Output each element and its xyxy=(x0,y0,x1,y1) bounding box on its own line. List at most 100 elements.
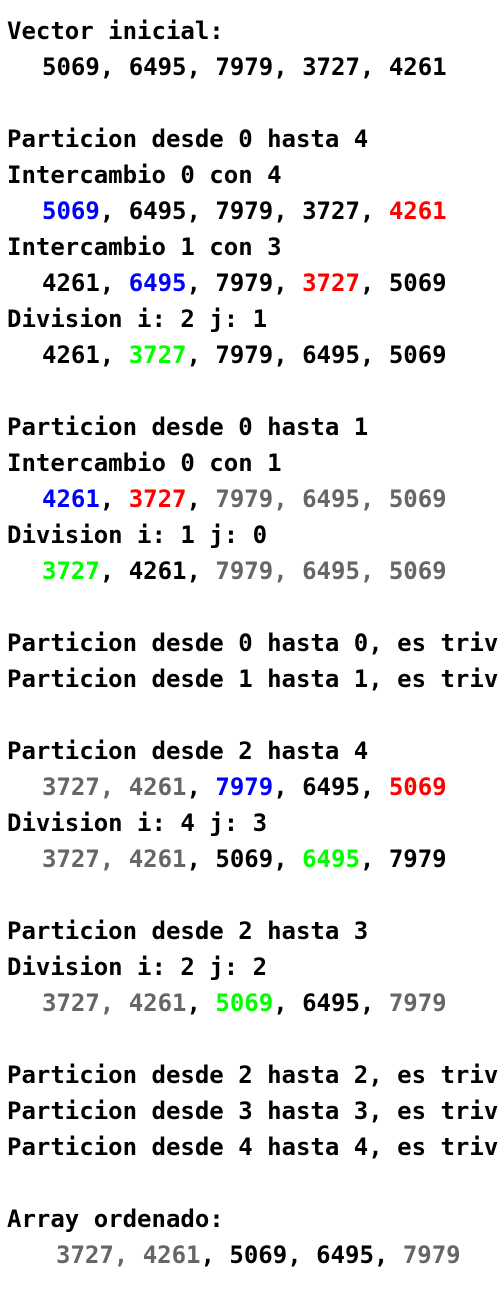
array-value: 7979 xyxy=(215,485,274,513)
console-line: Intercambio 0 con 1 xyxy=(7,449,282,477)
array-separator: , xyxy=(273,197,303,225)
array-value: 3727 xyxy=(128,341,187,369)
console-line: Particion desde 1 hasta 1, es trivial xyxy=(7,665,499,693)
array-value: 5069 xyxy=(388,341,447,369)
array-value: 7979 xyxy=(215,53,274,81)
console-line: Particion desde 3 hasta 3, es trivial xyxy=(7,1097,499,1125)
array-value: 7979 xyxy=(215,269,274,297)
array-separator: , xyxy=(200,1241,230,1269)
array-value: 6495 xyxy=(128,197,187,225)
array-line: 4261, 3727, 7979, 6495, 5069 xyxy=(42,481,447,517)
array-value: 4261 xyxy=(388,197,447,225)
array-value: 6495 xyxy=(302,341,360,369)
array-value: 3727 xyxy=(302,53,360,81)
array-value: 6495 xyxy=(128,53,187,81)
console-line: Array ordenado: xyxy=(7,1205,224,1233)
array-value: 5069 xyxy=(388,773,447,801)
array-value: 4261 xyxy=(128,557,187,585)
array-separator: , xyxy=(186,485,216,513)
array-value: 4261 xyxy=(128,845,187,873)
array-separator: , xyxy=(273,989,303,1017)
console-line: Division i: 1 j: 0 xyxy=(7,521,268,549)
array-value: 3727 xyxy=(302,269,360,297)
array-separator: , xyxy=(186,269,216,297)
array-value: 7979 xyxy=(402,1241,461,1269)
console-line: Division i: 2 j: 2 xyxy=(7,953,268,981)
array-separator: , xyxy=(99,485,129,513)
array-separator: , xyxy=(273,341,303,369)
array-separator: , xyxy=(273,557,303,585)
array-line: 3727, 4261, 7979, 6495, 5069 xyxy=(42,769,447,805)
array-value: 3727 xyxy=(56,1241,114,1269)
array-separator: , xyxy=(273,845,303,873)
array-value: 3727 xyxy=(128,485,187,513)
array-separator: , xyxy=(359,197,389,225)
console-line: Particion desde 0 hasta 0, es trivial xyxy=(7,629,499,657)
array-separator: , xyxy=(359,485,389,513)
array-value: 7979 xyxy=(215,557,274,585)
console-line: Division i: 4 j: 3 xyxy=(7,809,268,837)
array-separator: , xyxy=(359,53,389,81)
array-separator: , xyxy=(186,53,216,81)
array-value: 4261 xyxy=(128,989,187,1017)
array-separator: , xyxy=(359,269,389,297)
console-line: Vector inicial: xyxy=(7,17,224,45)
array-value: 5069 xyxy=(215,845,274,873)
console-line: Particion desde 4 hasta 4, es trivial xyxy=(7,1133,499,1161)
array-value: 5069 xyxy=(42,197,100,225)
array-separator: , xyxy=(99,53,129,81)
array-value: 6495 xyxy=(316,1241,374,1269)
array-value: 6495 xyxy=(302,845,360,873)
array-line: 3727, 4261, 5069, 6495, 7979 xyxy=(42,841,447,877)
array-value: 7979 xyxy=(388,989,447,1017)
console-line: Intercambio 0 con 4 xyxy=(7,161,282,189)
console-line: Intercambio 1 con 3 xyxy=(7,233,282,261)
array-separator: , xyxy=(273,53,303,81)
array-value: 6495 xyxy=(302,989,360,1017)
array-separator: , xyxy=(186,773,216,801)
array-value: 4261 xyxy=(388,53,447,81)
array-separator: , xyxy=(99,557,129,585)
array-separator: , xyxy=(287,1241,317,1269)
array-separator: , xyxy=(186,557,216,585)
array-value: 3727 xyxy=(42,845,100,873)
array-separator: , xyxy=(99,341,129,369)
array-line: 3727, 4261, 5069, 6495, 7979 xyxy=(42,985,447,1021)
array-line: 5069, 6495, 7979, 3727, 4261 xyxy=(42,49,447,85)
console-line: Particion desde 2 hasta 4 xyxy=(7,737,369,765)
array-separator: , xyxy=(99,197,129,225)
array-value: 4261 xyxy=(42,269,100,297)
array-separator: , xyxy=(99,989,129,1017)
array-value: 6495 xyxy=(302,773,360,801)
array-separator: , xyxy=(99,773,129,801)
array-separator: , xyxy=(186,197,216,225)
array-value: 7979 xyxy=(215,773,274,801)
array-line: 4261, 6495, 7979, 3727, 5069 xyxy=(42,265,447,301)
array-separator: , xyxy=(359,341,389,369)
console-line: Particion desde 0 hasta 4 xyxy=(7,125,369,153)
array-separator: , xyxy=(273,773,303,801)
array-value: 7979 xyxy=(215,197,274,225)
array-separator: , xyxy=(186,989,216,1017)
console-line: Particion desde 2 hasta 2, es trivial xyxy=(7,1061,499,1089)
array-separator: , xyxy=(273,485,303,513)
array-value: 7979 xyxy=(388,845,447,873)
array-separator: , xyxy=(373,1241,403,1269)
array-value: 6495 xyxy=(128,269,187,297)
array-separator: , xyxy=(359,989,389,1017)
array-value: 5069 xyxy=(388,557,447,585)
array-line: 3727, 4261, 5069, 6495, 7979 xyxy=(56,1237,461,1273)
array-value: 3727 xyxy=(42,557,100,585)
array-separator: , xyxy=(99,845,129,873)
array-separator: , xyxy=(359,845,389,873)
array-value: 7979 xyxy=(215,341,274,369)
array-value: 3727 xyxy=(42,989,100,1017)
array-separator: , xyxy=(186,845,216,873)
array-value: 4261 xyxy=(142,1241,201,1269)
array-value: 5069 xyxy=(42,53,100,81)
console-line: Particion desde 0 hasta 1 xyxy=(7,413,369,441)
array-value: 4261 xyxy=(128,773,187,801)
array-separator: , xyxy=(186,341,216,369)
array-value: 5069 xyxy=(215,989,274,1017)
